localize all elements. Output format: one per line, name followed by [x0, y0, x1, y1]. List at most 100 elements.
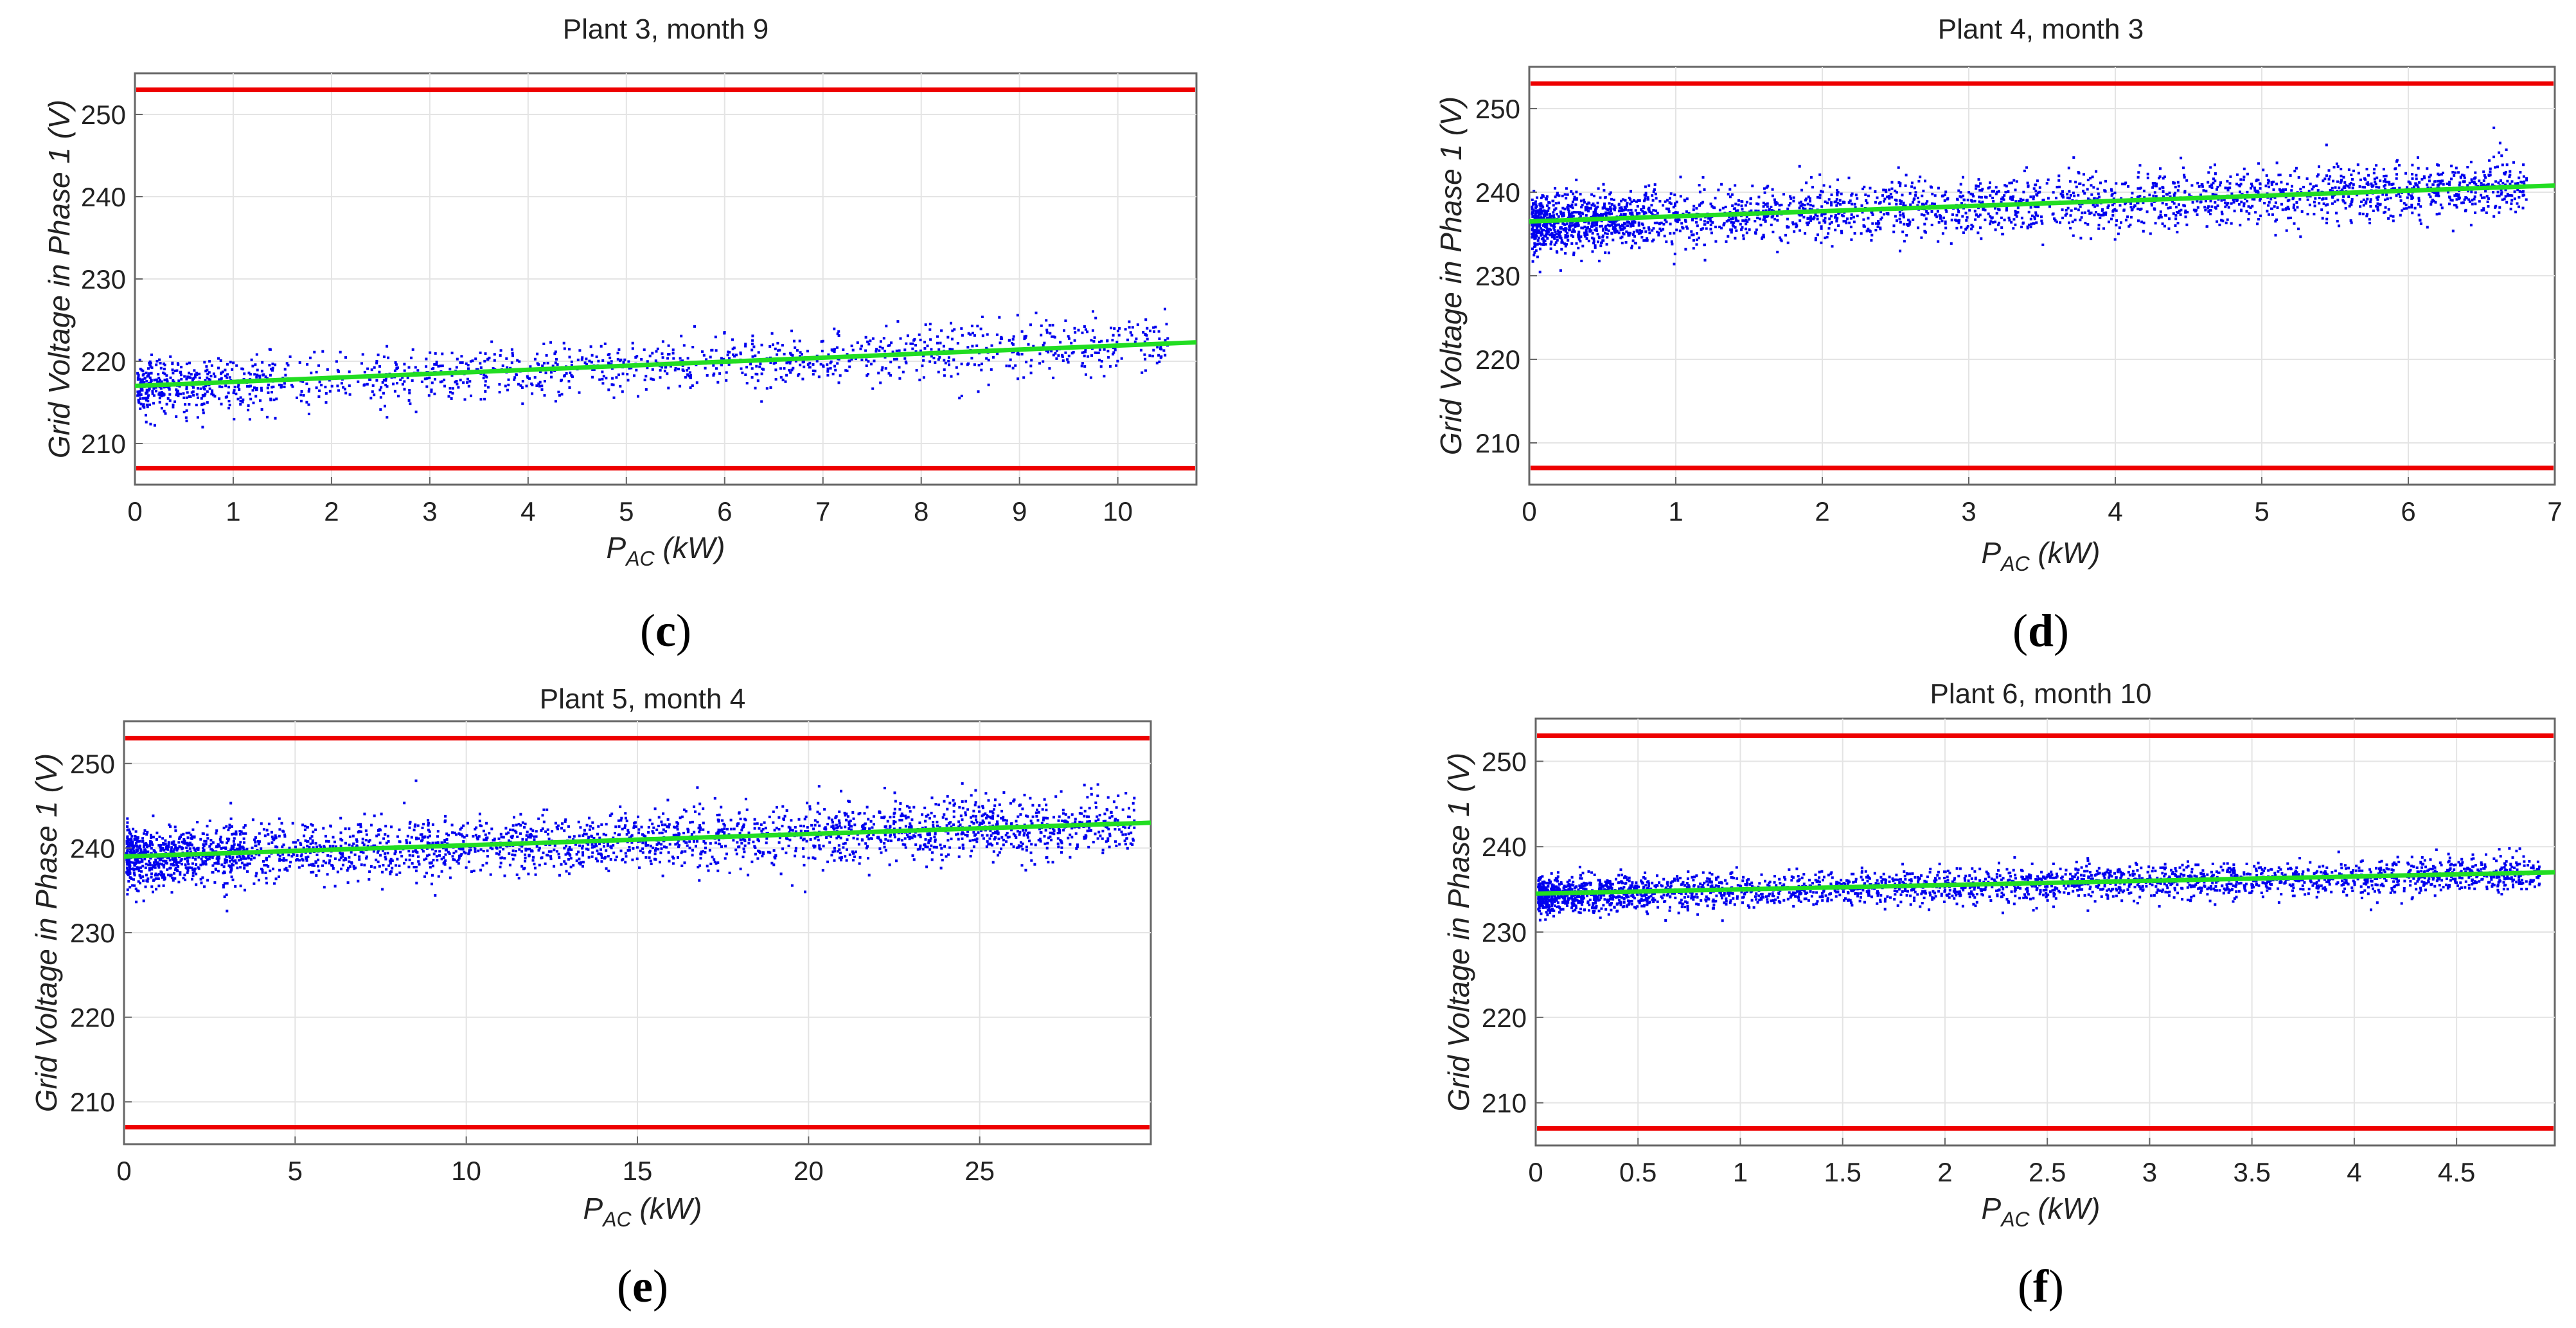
panel-e-y-ticks: 210 220 230 240 250 [70, 749, 132, 1117]
panel-e-x-tick-label-1: 5 [288, 1156, 303, 1186]
panel-d-x-tick-label-3: 3 [1961, 496, 1976, 526]
panel-f-x-tick-label-5: 2.5 [2029, 1157, 2066, 1187]
panel-c-x-label-sub: AC [625, 547, 655, 570]
panel-e-x-label-sub: AC [601, 1208, 632, 1231]
panel-d-label: (d) [2012, 605, 2069, 656]
panel-d-x-tick-label-5: 5 [2254, 496, 2269, 526]
panel-c-x-tick-label-6: 6 [717, 496, 732, 526]
panel-c-x-tick-label-9: 9 [1012, 496, 1027, 526]
panel-f-x-tick-label-3: 1.5 [1824, 1157, 1861, 1187]
panel-d-limit-lines [1531, 81, 2554, 471]
panel-e-x-label-main: P [583, 1192, 603, 1225]
panel-e-paren-open: ( [617, 1261, 632, 1312]
panel-e-x-axis-label: PAC (kW) [583, 1192, 702, 1231]
panel-f-y-tick-label-4: 250 [1482, 746, 1527, 776]
panel-e-scatter-cloud [125, 779, 1136, 913]
panel-f-x-tick-label-8: 4 [2347, 1157, 2361, 1187]
panel-d-paren-open: ( [2012, 605, 2028, 656]
panel-d: Plant 4, month 3 210 220 230 240 250 0 1 2 3 4 5 6… [1434, 13, 2563, 656]
panel-c-y-tick-label-1: 220 [81, 346, 126, 377]
panel-f-limit-lines [1537, 733, 2554, 1131]
panel-d-x-tick-label-6: 6 [2401, 496, 2415, 526]
panel-e-y-axis-label: Grid Voltage in Phase 1 (V) [30, 753, 63, 1112]
panel-d-paren-close: ) [2054, 605, 2069, 656]
panel-c-grid [135, 73, 1196, 485]
panel-f-title: Plant 6, month 10 [1930, 678, 2152, 710]
panel-f-x-tick-label-7: 3.5 [2233, 1157, 2270, 1187]
panel-e-letter: e [632, 1261, 653, 1312]
panel-c-letter: c [655, 605, 676, 656]
panel-c-x-tick-label-7: 7 [815, 496, 830, 526]
panel-d-y-axis-label: Grid Voltage in Phase 1 (V) [1434, 96, 1468, 455]
panel-d-letter: d [2028, 605, 2054, 656]
panel-d-y-tick-label-3: 240 [1475, 177, 1520, 208]
panel-c-y-tick-label-4: 250 [81, 100, 126, 130]
panel-f-x-ticks: 0 0.5 1 1.5 2 2.5 3 3.5 4 4.5 [1528, 1138, 2475, 1187]
panel-e-y-tick-label-3: 240 [70, 833, 115, 863]
panel-e-y-tick-label-2: 230 [70, 918, 115, 948]
panel-f-x-tick-label-4: 2 [1937, 1157, 1952, 1187]
panel-f-y-tick-label-1: 220 [1482, 1003, 1527, 1033]
panel-e: Plant 5, month 4 210 220 230 240 250 0 5 10 15 2… [30, 683, 1152, 1312]
panel-c-paren-open: ( [640, 605, 655, 656]
panel-d-x-tick-label-7: 7 [2547, 496, 2562, 526]
panel-f-y-axis-label: Grid Voltage in Phase 1 (V) [1442, 753, 1475, 1111]
panel-f-label: (f) [2018, 1261, 2064, 1312]
panel-c-x-ticks: 0 1 2 3 4 5 6 7 8 9 10 [127, 477, 1133, 526]
panel-c-label: (c) [640, 605, 691, 656]
panel-f-x-tick-label-6: 3 [2142, 1157, 2157, 1187]
panel-c-paren-close: ) [676, 605, 691, 656]
panel-d-x-label-unit: (kW) [2030, 536, 2101, 570]
panel-e-x-tick-label-4: 20 [794, 1156, 824, 1186]
panel-f-paren-open: ( [2018, 1261, 2033, 1312]
panel-f-x-tick-label-9: 4.5 [2438, 1157, 2475, 1187]
panel-d-y-tick-label-2: 230 [1475, 261, 1520, 291]
panel-e-x-tick-label-2: 10 [451, 1156, 481, 1186]
panel-e-y-tick-label-0: 210 [70, 1087, 115, 1117]
panel-f-x-axis-label: PAC (kW) [1982, 1192, 2101, 1231]
panel-f-x-label-sub: AC [2000, 1208, 2030, 1231]
panel-d-x-label-main: P [1982, 536, 2002, 570]
panel-d-x-tick-label-1: 1 [1668, 496, 1683, 526]
panel-c-fit-line [134, 340, 1197, 388]
panel-d-x-tick-label-0: 0 [1522, 496, 1536, 526]
panel-c-limit-lines [136, 87, 1195, 471]
panel-c-x-tick-label-8: 8 [914, 496, 928, 526]
panel-f-x-tick-label-1: 0.5 [1619, 1157, 1657, 1187]
panel-e-x-ticks: 0 5 10 15 20 25 [116, 1136, 995, 1186]
panel-d-y-tick-label-0: 210 [1475, 428, 1520, 458]
panel-d-x-ticks: 0 1 2 3 4 5 6 7 [1522, 477, 2563, 526]
panel-e-label: (e) [617, 1261, 668, 1312]
panel-d-title: Plant 4, month 3 [1938, 13, 2144, 45]
panel-f-fit-trend-line [1535, 870, 2555, 896]
panel-e-y-tick-label-1: 220 [70, 1003, 115, 1033]
panel-f-fit-line [1535, 870, 2555, 896]
panel-d-x-tick-label-2: 2 [1815, 496, 1829, 526]
panel-f-x-label-unit: (kW) [2030, 1192, 2101, 1225]
panel-d-fit-trend-line [1529, 183, 2555, 224]
panel-c-x-tick-label-4: 4 [520, 496, 535, 526]
panel-f-grid [1536, 719, 2555, 1145]
panel-d-y-tick-label-4: 250 [1475, 94, 1520, 124]
panel-c-x-tick-label-0: 0 [127, 496, 142, 526]
panel-f-paren-close: ) [2048, 1261, 2064, 1312]
panel-f-x-tick-label-2: 1 [1733, 1157, 1748, 1187]
panel-e-x-tick-label-0: 0 [116, 1156, 131, 1186]
panel-d-x-axis-label: PAC (kW) [1982, 536, 2101, 575]
panel-e-scatter-points [125, 779, 1136, 913]
panel-c-scatter-points [136, 307, 1169, 429]
panel-c-title: Plant 3, month 9 [563, 13, 768, 45]
panel-e-x-tick-label-5: 25 [964, 1156, 995, 1186]
panel-f-x-tick-label-0: 0 [1528, 1157, 1543, 1187]
panel-f-y-tick-label-3: 240 [1482, 832, 1527, 862]
panel-e-limit-lines [125, 735, 1150, 1130]
panel-d-x-tick-label-4: 4 [2108, 496, 2122, 526]
panel-c-x-tick-label-10: 10 [1103, 496, 1133, 526]
panel-f-y-ticks: 210 220 230 240 250 [1482, 746, 1543, 1118]
panel-c-x-axis-label: PAC (kW) [607, 531, 725, 570]
panel-d-y-ticks: 210 220 230 240 250 [1475, 94, 1537, 458]
panel-c-y-tick-label-0: 210 [81, 429, 126, 459]
panel-f-letter: f [2033, 1261, 2049, 1312]
panel-c-y-tick-label-2: 230 [81, 264, 126, 294]
